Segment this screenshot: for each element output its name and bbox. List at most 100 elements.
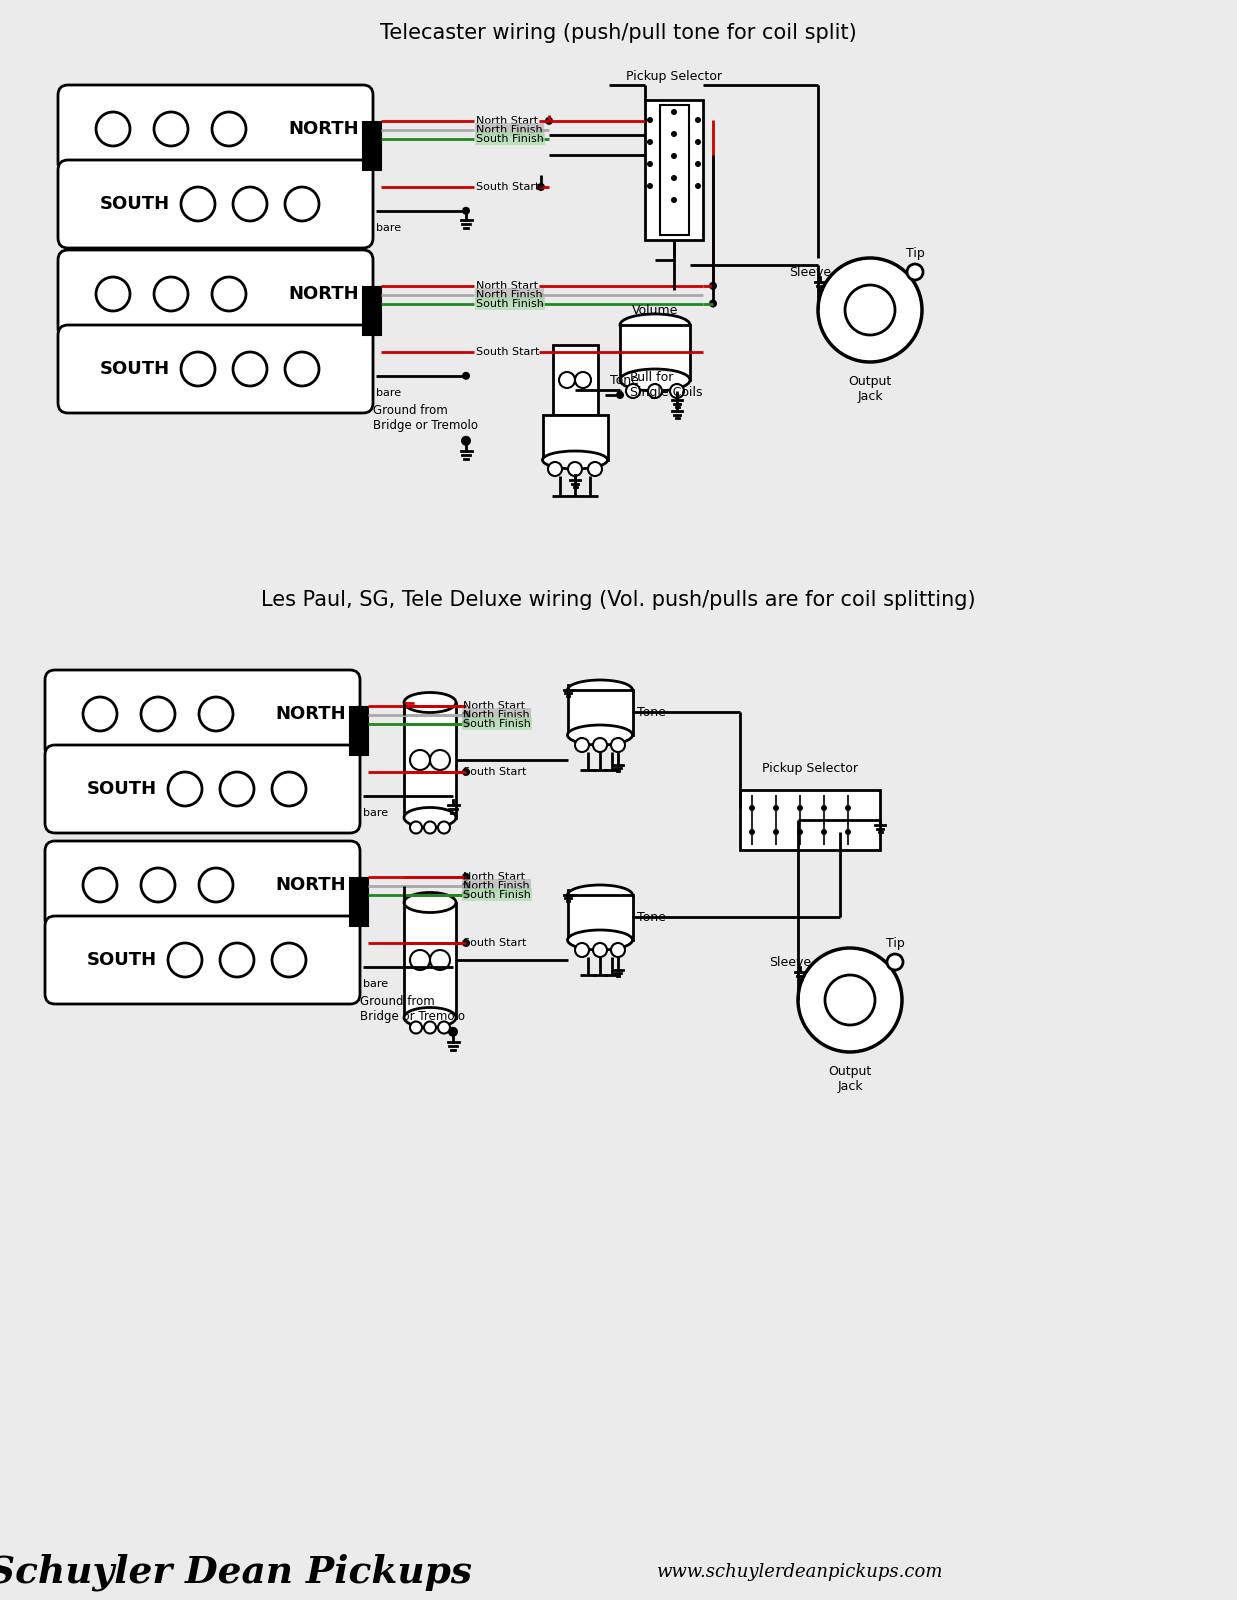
Circle shape xyxy=(181,187,215,221)
Circle shape xyxy=(153,277,188,310)
Circle shape xyxy=(593,738,607,752)
Circle shape xyxy=(409,750,430,770)
FancyBboxPatch shape xyxy=(45,670,360,758)
Circle shape xyxy=(695,182,701,189)
Ellipse shape xyxy=(543,451,607,469)
FancyBboxPatch shape xyxy=(45,842,360,930)
Bar xyxy=(362,288,381,334)
Circle shape xyxy=(430,950,450,970)
Circle shape xyxy=(424,1021,435,1034)
Bar xyxy=(568,894,632,939)
Circle shape xyxy=(647,162,653,166)
Circle shape xyxy=(409,821,422,834)
Circle shape xyxy=(449,963,456,971)
Text: North Finish: North Finish xyxy=(463,880,529,891)
Text: South Finish: South Finish xyxy=(476,133,544,144)
Circle shape xyxy=(199,698,233,731)
Text: www.schuylerdeanpickups.com: www.schuylerdeanpickups.com xyxy=(657,1563,944,1581)
FancyBboxPatch shape xyxy=(58,85,374,173)
FancyBboxPatch shape xyxy=(58,325,374,413)
Circle shape xyxy=(449,792,456,800)
Circle shape xyxy=(285,352,319,386)
Circle shape xyxy=(430,750,450,770)
Text: South Start: South Start xyxy=(463,938,527,947)
Bar xyxy=(404,702,456,818)
Circle shape xyxy=(537,182,546,190)
Circle shape xyxy=(461,768,470,776)
Bar xyxy=(620,325,690,379)
Circle shape xyxy=(212,277,246,310)
Circle shape xyxy=(647,117,653,123)
Bar xyxy=(644,99,703,240)
FancyBboxPatch shape xyxy=(45,915,360,1005)
Circle shape xyxy=(83,867,118,902)
Circle shape xyxy=(546,117,553,125)
Circle shape xyxy=(648,384,662,398)
Text: SOUTH: SOUTH xyxy=(100,195,171,213)
Circle shape xyxy=(593,942,607,957)
Circle shape xyxy=(575,738,589,752)
Bar xyxy=(659,106,689,235)
Circle shape xyxy=(670,154,677,158)
Ellipse shape xyxy=(568,725,632,746)
Bar xyxy=(553,346,597,414)
Circle shape xyxy=(773,829,779,835)
Circle shape xyxy=(773,805,779,811)
Circle shape xyxy=(96,112,130,146)
Circle shape xyxy=(461,435,471,446)
Circle shape xyxy=(575,371,591,387)
Circle shape xyxy=(670,131,677,138)
Circle shape xyxy=(409,1021,422,1034)
Text: bare: bare xyxy=(362,808,388,818)
Text: Tone: Tone xyxy=(637,910,666,925)
Circle shape xyxy=(461,720,470,728)
Circle shape xyxy=(611,738,625,752)
Circle shape xyxy=(461,710,470,718)
Text: Volume: Volume xyxy=(632,304,678,317)
Text: SOUTH: SOUTH xyxy=(87,950,157,970)
Text: Tone: Tone xyxy=(637,706,666,718)
Bar xyxy=(350,878,367,926)
Text: North Start: North Start xyxy=(463,872,526,882)
Circle shape xyxy=(695,162,701,166)
Text: bare: bare xyxy=(376,222,401,232)
Text: Sleeve: Sleeve xyxy=(789,266,831,278)
Circle shape xyxy=(153,112,188,146)
FancyBboxPatch shape xyxy=(45,746,360,834)
Circle shape xyxy=(670,174,677,181)
Text: North Start: North Start xyxy=(476,115,538,126)
Ellipse shape xyxy=(404,1008,456,1027)
Ellipse shape xyxy=(568,680,632,701)
Circle shape xyxy=(141,698,174,731)
Circle shape xyxy=(845,285,896,334)
Circle shape xyxy=(797,829,803,835)
Ellipse shape xyxy=(404,893,456,912)
Circle shape xyxy=(616,390,623,398)
Circle shape xyxy=(424,821,435,834)
Text: South Finish: South Finish xyxy=(463,718,531,728)
Circle shape xyxy=(797,805,803,811)
Circle shape xyxy=(695,117,701,123)
Ellipse shape xyxy=(404,693,456,712)
Bar xyxy=(568,690,632,734)
Circle shape xyxy=(272,942,306,978)
Circle shape xyxy=(272,773,306,806)
Circle shape xyxy=(220,942,254,978)
Circle shape xyxy=(141,867,174,902)
Text: Pickup Selector: Pickup Selector xyxy=(626,70,722,83)
Text: South Start: South Start xyxy=(476,182,539,192)
Text: North Start: North Start xyxy=(476,282,538,291)
Bar xyxy=(404,902,456,1018)
Circle shape xyxy=(821,829,828,835)
Circle shape xyxy=(821,805,828,811)
Circle shape xyxy=(409,950,430,970)
Text: South Finish: South Finish xyxy=(476,299,544,309)
Circle shape xyxy=(709,299,717,307)
Text: NORTH: NORTH xyxy=(275,877,345,894)
Circle shape xyxy=(220,773,254,806)
Text: South Finish: South Finish xyxy=(463,890,531,899)
Circle shape xyxy=(199,867,233,902)
Circle shape xyxy=(611,942,625,957)
Text: NORTH: NORTH xyxy=(275,706,345,723)
Circle shape xyxy=(461,371,470,379)
